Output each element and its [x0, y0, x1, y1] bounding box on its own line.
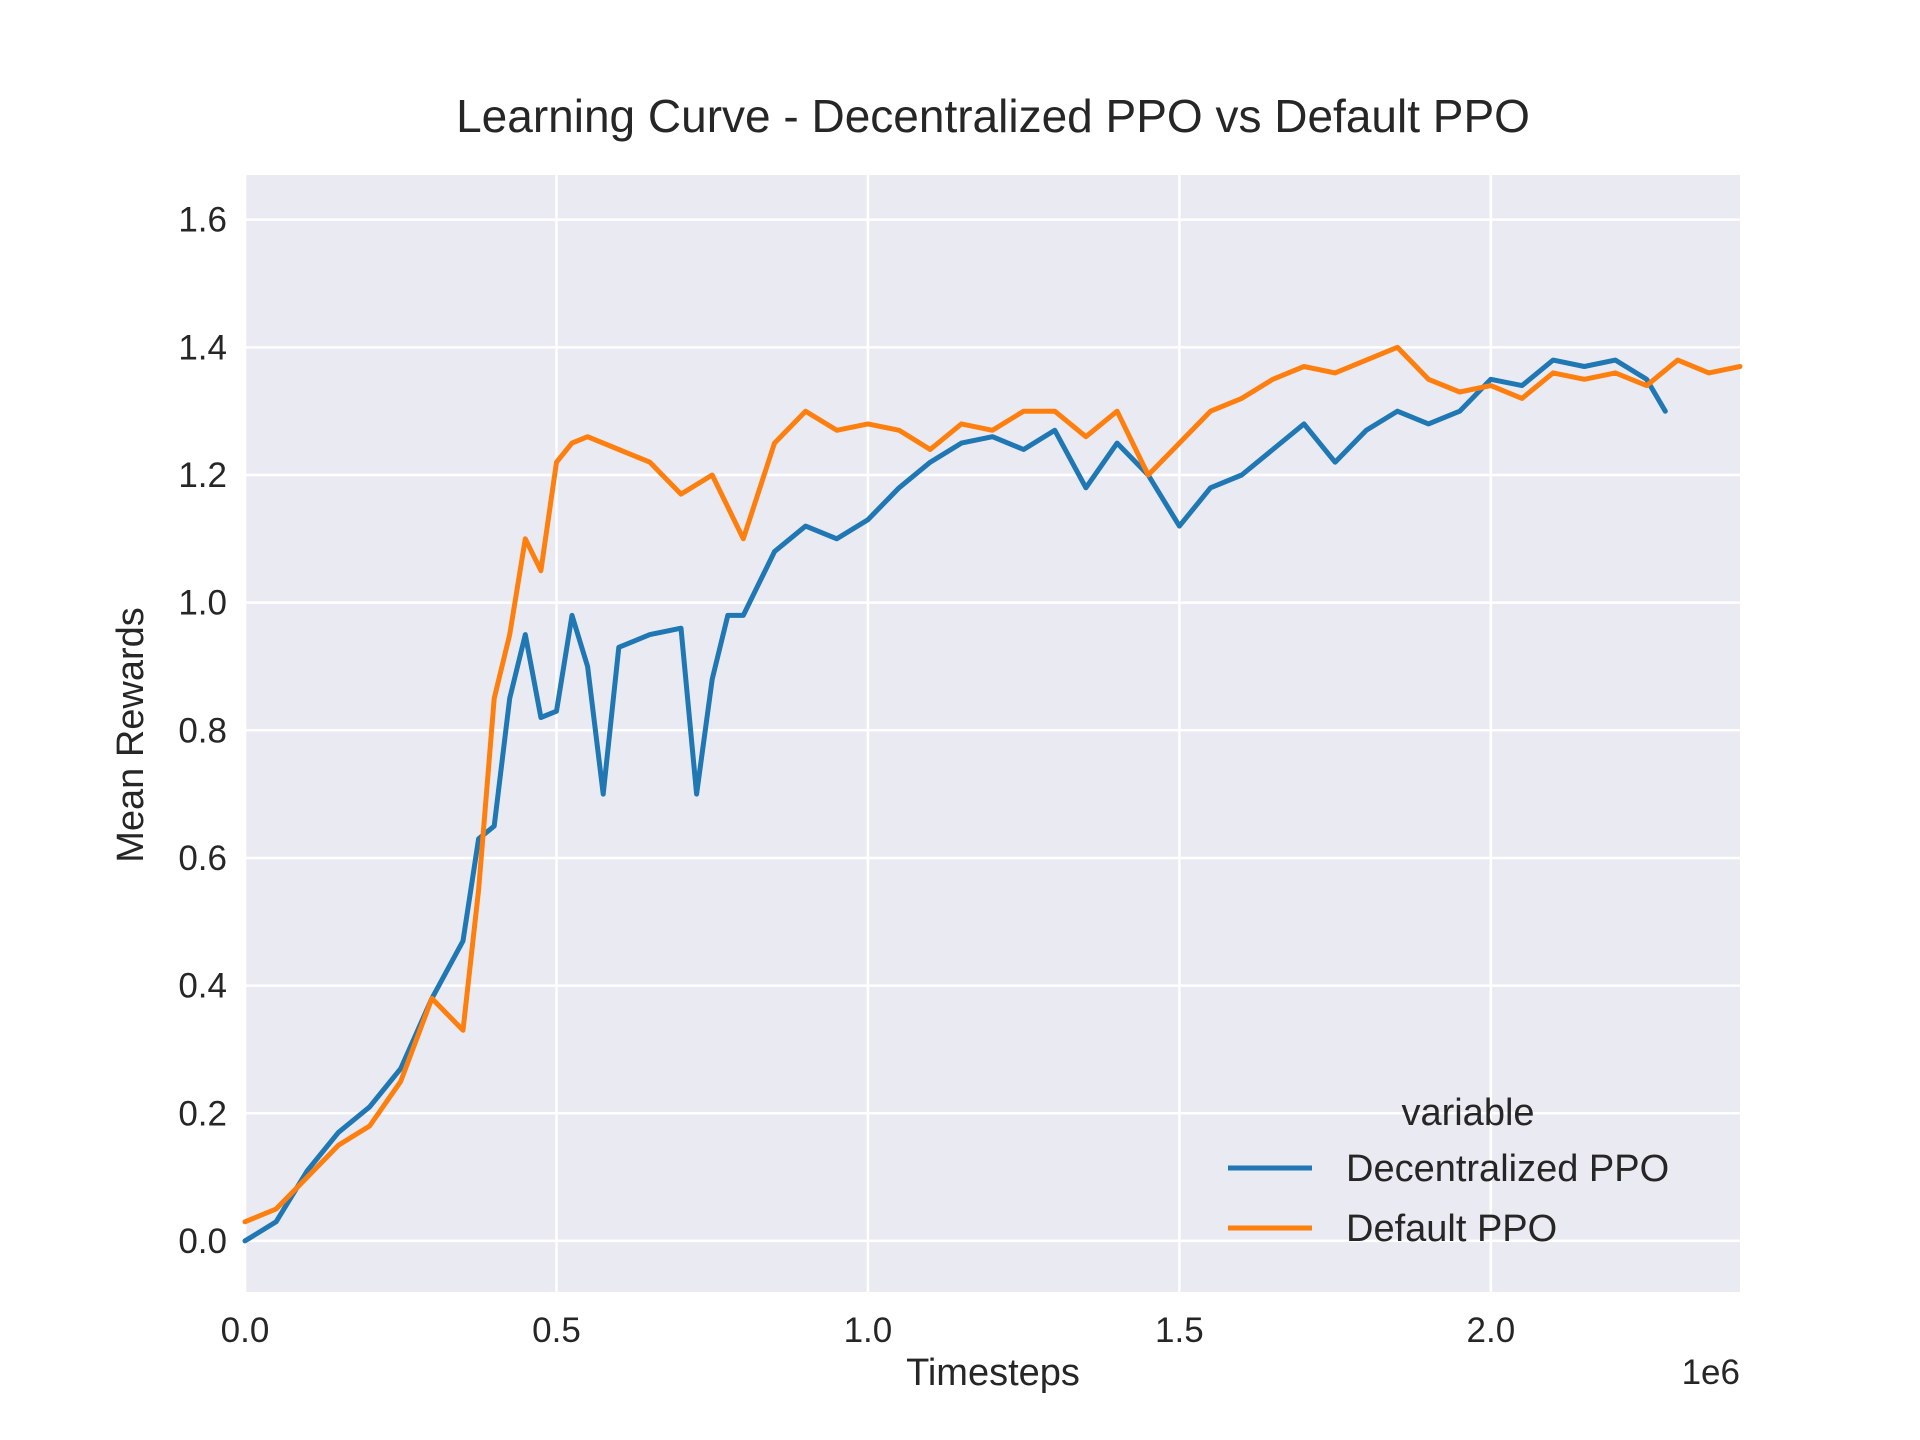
y-tick-label: 0.6 [178, 839, 227, 878]
y-tick-label: 1.2 [178, 456, 227, 495]
x-tick-label: 0.0 [221, 1311, 270, 1350]
chart-title: Learning Curve - Decentralized PPO vs De… [456, 90, 1530, 142]
legend: variable Decentralized PPO Default PPO [1228, 1092, 1669, 1250]
y-tick-label: 1.6 [178, 201, 227, 240]
tick-labels: 0.0 0.5 1.0 1.5 2.0 0.0 0.2 0.4 0.6 0.8 1.0 1.2 1.4 1… [178, 201, 1515, 1350]
y-axis-label: Mean Rewards [110, 607, 152, 863]
x-tick-label: 1.5 [1155, 1311, 1204, 1350]
x-axis-label: Timesteps [906, 1352, 1080, 1394]
series-lines [242, 344, 1743, 1244]
x-tick-label: 0.5 [532, 1311, 581, 1350]
y-tick-label: 0.2 [178, 1094, 227, 1133]
series-line-decentralized-ppo [242, 357, 1668, 1244]
x-tick-label: 2.0 [1467, 1311, 1516, 1350]
legend-title: variable [1401, 1092, 1534, 1134]
y-tick-label: 0.8 [178, 711, 227, 750]
y-tick-label: 0.0 [178, 1222, 227, 1261]
legend-label-default-ppo: Default PPO [1346, 1208, 1557, 1250]
y-tick-label: 1.4 [178, 328, 227, 367]
y-tick-label: 0.4 [178, 967, 227, 1006]
x-axis-offset-label: 1e6 [1682, 1353, 1740, 1392]
y-tick-label: 1.0 [178, 584, 227, 623]
legend-label-decentralized-ppo: Decentralized PPO [1346, 1148, 1669, 1190]
gridlines [243, 175, 1740, 1292]
x-tick-label: 1.0 [844, 1311, 893, 1350]
series-line-default-ppo [242, 344, 1743, 1225]
